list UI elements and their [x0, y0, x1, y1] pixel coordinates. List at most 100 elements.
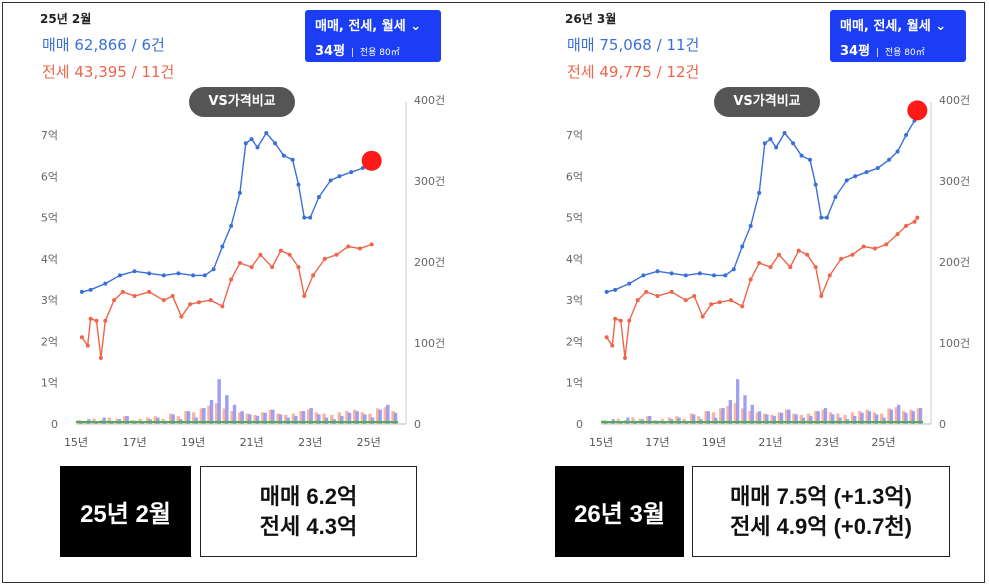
- jeonse-price-point: [728, 298, 733, 303]
- y2-tick-label: 100건: [414, 337, 445, 350]
- jeonse-price-point: [861, 244, 866, 249]
- volume-bar-jeonse: [763, 413, 767, 424]
- volume-bar-jeonse: [314, 412, 319, 424]
- jeonse-price-point: [302, 294, 307, 299]
- volume-bar-jeonse: [353, 409, 357, 424]
- y2-tick-label: 200건: [939, 256, 970, 269]
- volume-bar-sale: [787, 409, 791, 424]
- volume-bar-jeonse: [345, 411, 349, 424]
- volume-bar-sale: [904, 412, 908, 424]
- volume-bar-sale: [186, 411, 191, 424]
- sale-price-line: [606, 114, 919, 293]
- x-tick-label: 23년: [298, 436, 322, 449]
- jeonse-price-point: [208, 298, 213, 303]
- sale-price-point: [176, 271, 181, 276]
- volume-bar-sale: [692, 414, 696, 424]
- jeonse-price-point: [644, 289, 649, 294]
- y-tick-label: 2억: [41, 335, 58, 348]
- sale-price-line: [81, 131, 372, 293]
- volume-bar-jeonse: [299, 411, 303, 424]
- jeonse-price-point: [669, 289, 674, 294]
- volume-bar-jeonse: [176, 416, 181, 424]
- volume-bar-jeonse: [894, 407, 899, 424]
- volume-bar-jeonse: [153, 416, 158, 424]
- x-tick-label: 25년: [357, 436, 381, 449]
- filter-dropdown[interactable]: 매매, 전세, 월세 ⌄ 34평 | 전용 80㎡: [305, 10, 441, 62]
- y-tick-label: 1억: [41, 377, 58, 390]
- sale-summary: 매매 62,866 / 6건: [42, 36, 165, 54]
- jeonse-price-line: [606, 217, 918, 358]
- volume-bar-sale: [156, 417, 160, 424]
- sale-price-point: [337, 174, 342, 179]
- jeonse-price-point: [188, 302, 193, 307]
- filter-types: 매매, 전세, 월세: [315, 19, 406, 34]
- volume-bar-jeonse: [307, 409, 311, 424]
- vs-compare-button[interactable]: VS가격비교: [189, 87, 295, 117]
- sale-price-point: [296, 182, 301, 187]
- y-tick-label: 7억: [566, 129, 583, 142]
- volume-bar-sale: [816, 411, 820, 424]
- sale-price-point: [249, 137, 254, 142]
- volume-bar-jeonse: [245, 413, 250, 424]
- volume-bar-jeonse: [865, 409, 869, 424]
- y2-tick-label: 0: [939, 418, 946, 431]
- volume-bar-jeonse: [169, 413, 173, 424]
- sale-price-point: [243, 141, 248, 146]
- volume-bar-jeonse: [207, 405, 211, 424]
- current-point-marker: [907, 100, 928, 121]
- sale-price-point: [264, 130, 269, 135]
- volume-bar-sale: [823, 408, 828, 424]
- volume-bar-jeonse: [268, 409, 273, 424]
- x-tick-label: 25년: [871, 436, 895, 449]
- jeonse-price-point: [229, 277, 234, 282]
- volume-bar-sale: [875, 414, 879, 424]
- volume-bar-sale: [728, 400, 732, 424]
- jeonse-price-point: [103, 318, 108, 323]
- volume-bar-jeonse: [391, 411, 395, 424]
- y2-tick-label: 300건: [939, 175, 970, 188]
- volume-bar-sale: [340, 416, 344, 424]
- jeonse-price-point: [700, 314, 705, 319]
- jeonse-summary: 전세 49,775 / 12건: [567, 63, 700, 81]
- jeonse-price-point: [98, 355, 103, 360]
- sale-price-point: [819, 215, 824, 220]
- volume-bar-sale: [889, 409, 893, 424]
- volume-bar-sale: [743, 395, 747, 424]
- jeonse-price-point: [850, 252, 855, 257]
- volume-bar-jeonse: [253, 414, 257, 424]
- vs-compare-button[interactable]: VS가격비교: [714, 87, 820, 117]
- sale-price-point: [757, 190, 762, 195]
- volume-bar-jeonse: [697, 416, 701, 424]
- volume-bar-jeonse: [330, 414, 334, 424]
- volume-bar-sale: [248, 414, 252, 424]
- filter-area-detail: 전용 80㎡: [884, 48, 925, 58]
- jeonse-price-point: [147, 289, 152, 294]
- sale-price-point: [88, 287, 93, 292]
- y-tick-label: 6억: [41, 170, 58, 183]
- volume-bar-jeonse: [146, 417, 150, 424]
- sale-price-point: [360, 166, 365, 171]
- sale-price-point: [808, 157, 813, 162]
- volume-bar-sale: [301, 411, 306, 424]
- filter-dropdown[interactable]: 매매, 전세, 월세 ⌄ 34평 | 전용 80㎡: [830, 10, 966, 62]
- x-tick-label: 21년: [240, 436, 264, 449]
- chart-panel-1: 25년 2월 매매 62,866 / 6건 전세 43,395 / 11건 매매…: [12, 4, 452, 469]
- y-tick-label: 0: [51, 418, 58, 431]
- filter-types: 매매, 전세, 월세: [840, 19, 931, 34]
- y-tick-label: 5억: [41, 212, 58, 225]
- jeonse-price-point: [369, 242, 374, 247]
- volume-bar-sale: [102, 417, 106, 424]
- volume-bar-sale: [662, 422, 667, 424]
- volume-bar-jeonse: [276, 413, 280, 424]
- jeonse-price-point: [819, 294, 824, 299]
- volume-bar-jeonse: [667, 417, 672, 424]
- filter-area-detail: 전용 80㎡: [359, 48, 400, 58]
- sale-price-point: [627, 281, 632, 286]
- volume-bar-jeonse: [880, 413, 884, 424]
- jeonse-price-point: [904, 223, 909, 228]
- volume-bar-jeonse: [376, 408, 380, 424]
- volume-bar-sale: [324, 417, 329, 424]
- x-tick-label: 19년: [702, 436, 726, 449]
- volume-bar-jeonse: [337, 412, 342, 424]
- y2-tick-label: 0: [414, 418, 421, 431]
